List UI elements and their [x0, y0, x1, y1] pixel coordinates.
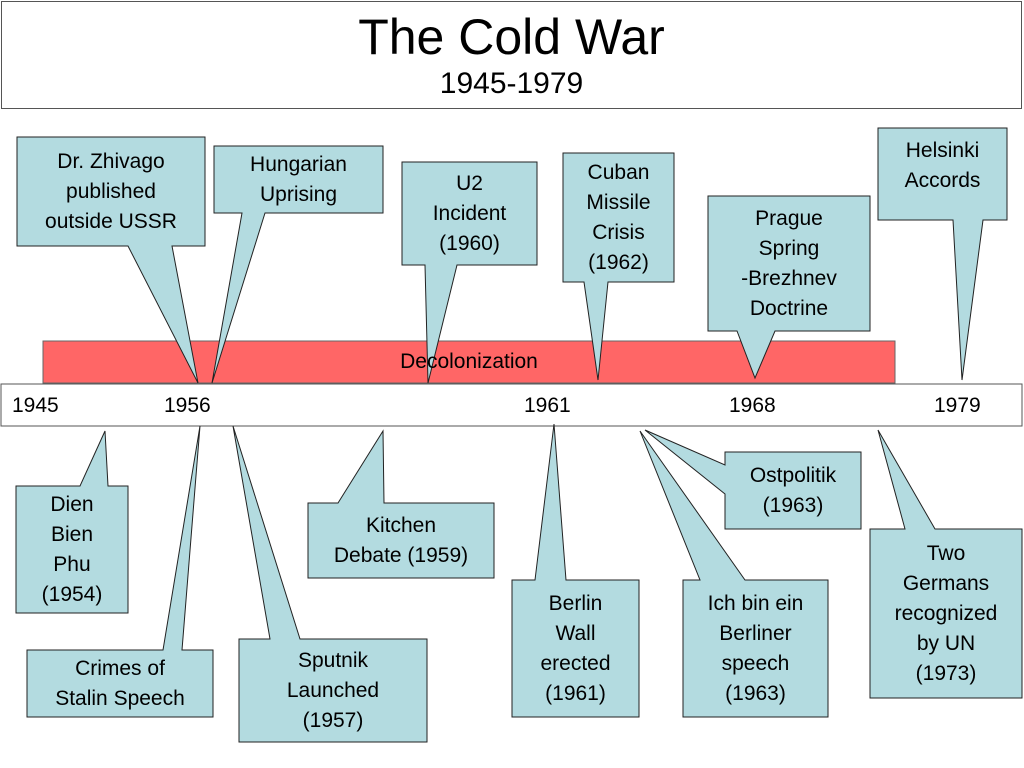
decolonization-label: Decolonization — [400, 350, 538, 373]
event-dien-bien-phu-label: Dien Bien Phu (1954) — [41, 492, 103, 606]
callout-two-germans — [869, 429, 1023, 699]
event-hungarian-uprising-label: Hungarian Uprising — [250, 152, 347, 206]
event-two-germans-label: Two Germans recognized by UN (1973) — [894, 541, 998, 685]
callout-stalin-speech — [26, 425, 214, 718]
callout-kitchen-debate — [307, 429, 495, 579]
page-subtitle: 1945-1979 — [439, 67, 584, 100]
callout-berlin-wall — [511, 423, 640, 718]
event-kitchen-debate-label: Kitchen Debate (1959) — [333, 513, 469, 567]
event-berlin-wall-label: Berlin Wall erected (1961) — [540, 591, 611, 705]
year-label: 1956 — [164, 394, 211, 417]
callout-cuban-missile-crisis — [562, 152, 675, 381]
event-zhivago-label: Dr. Zhivago published outside USSR — [45, 149, 177, 233]
year-label: 1961 — [524, 394, 571, 417]
event-cuban-missile-crisis-label: Cuban Missile Crisis (1962) — [586, 160, 651, 274]
event-u2-incident-label: U2 Incident (1960) — [432, 171, 507, 255]
event-ostpolitik-label: Ostpolitik (1963) — [749, 463, 837, 517]
callout-helsinki-accords — [877, 127, 1008, 381]
year-label: 1945 — [12, 394, 59, 417]
event-ich-bin-ein-berliner-label: Ich bin ein Berliner speech (1963) — [707, 591, 804, 705]
callout-ostpolitik — [644, 429, 862, 530]
callout-ich-bin-ein-berliner — [639, 430, 829, 718]
timeline-bar — [0, 383, 1023, 427]
title-box: The Cold War 1945-1979 — [1, 1, 1022, 109]
event-stalin-speech-label: Crimes of Stalin Speech — [55, 656, 185, 710]
callout-dien-bien-phu — [15, 430, 129, 614]
page-title: The Cold War — [358, 9, 665, 65]
callout-u2-incident — [401, 161, 538, 384]
callout-sputnik — [232, 425, 428, 743]
event-prague-spring-label: Prague Spring -Brezhnev Doctrine — [741, 206, 837, 320]
callout-prague-spring — [707, 195, 871, 380]
callout-hungarian-uprising — [211, 145, 384, 384]
year-label: 1979 — [934, 394, 981, 417]
year-label: 1968 — [729, 394, 776, 417]
callout-zhivago — [16, 136, 206, 384]
event-helsinki-accords-label: Helsinki Accords — [904, 138, 981, 192]
event-sputnik-label: Sputnik Launched (1957) — [286, 648, 380, 732]
